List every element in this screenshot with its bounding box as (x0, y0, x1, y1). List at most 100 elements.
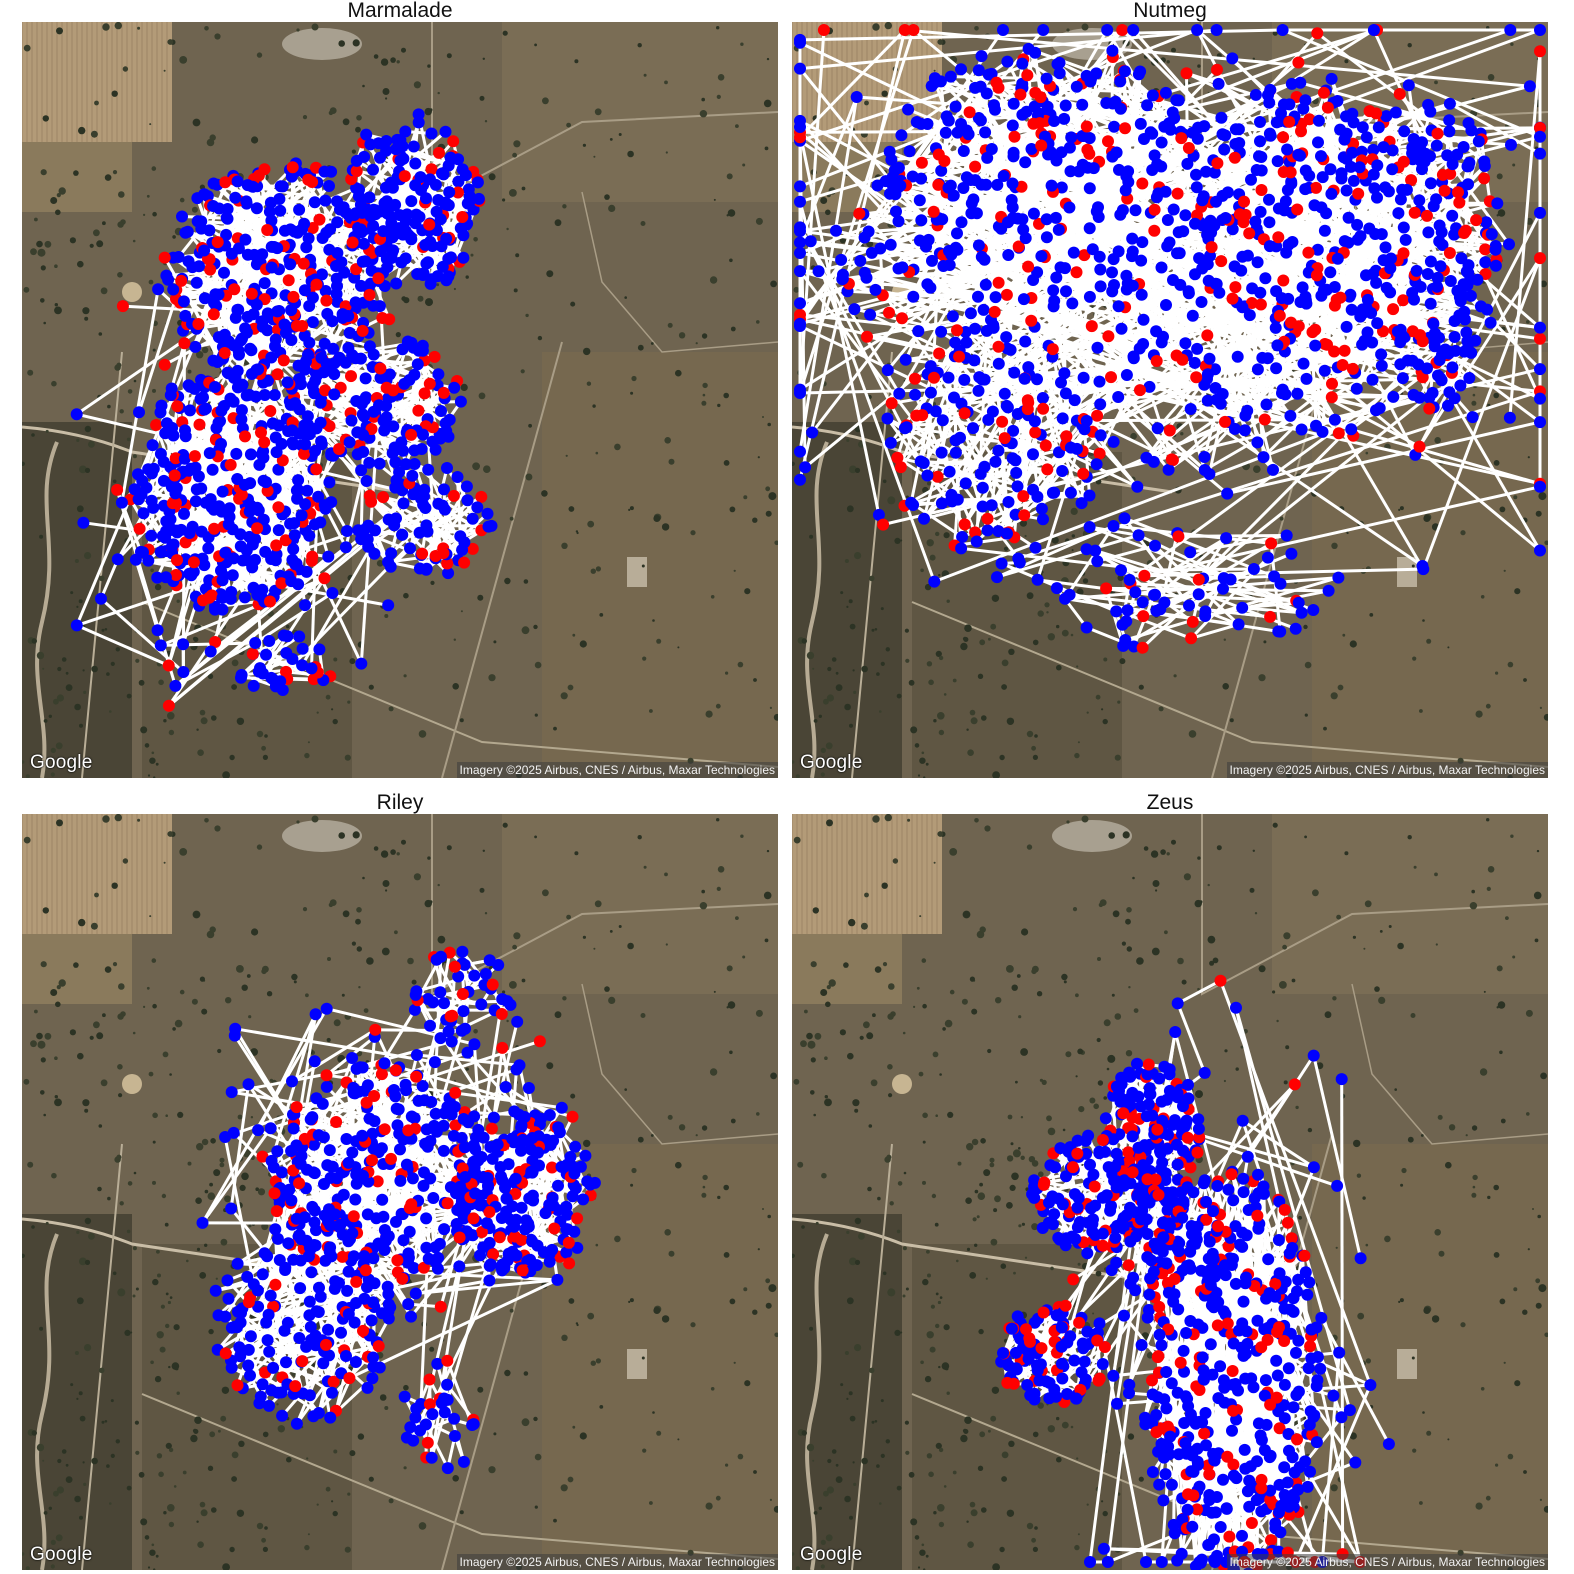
end-fix-point (1110, 146, 1123, 159)
start-fix-point (1105, 371, 1117, 384)
start-fix-point (377, 491, 390, 504)
start-fix-point (1165, 453, 1178, 466)
start-fix-point (1102, 135, 1114, 148)
end-fix-point (1226, 52, 1239, 65)
track-segment (1063, 525, 1115, 600)
end-fix-point (1232, 123, 1245, 136)
map-panel-marmalade[interactable]: Google Imagery ©2025 Airbus, CNES / Airb… (22, 22, 778, 778)
end-fix-point (1355, 145, 1368, 158)
track-segment (167, 518, 390, 707)
end-fix-point (1328, 413, 1341, 426)
end-fix-point (1083, 222, 1096, 235)
end-fix-point (969, 81, 982, 94)
end-fix-point (1366, 336, 1379, 349)
end-fix-point (132, 493, 145, 506)
end-fix-point (442, 567, 455, 580)
end-fix-point (385, 252, 398, 264)
end-fix-point (265, 553, 278, 565)
end-fix-point (1120, 269, 1133, 282)
end-fix-point (1136, 596, 1149, 609)
track-segment (76, 624, 170, 667)
start-fix-point (286, 161, 299, 174)
end-fix-point (1398, 125, 1411, 138)
end-fix-point (1133, 342, 1146, 355)
end-fix-point (245, 344, 258, 357)
map-panel-nutmeg[interactable]: Google Imagery ©2025 Airbus, CNES / Airb… (792, 22, 1548, 778)
start-fix-point (275, 577, 288, 590)
end-fix-point (197, 391, 209, 404)
start-fix-point (188, 450, 201, 463)
end-fix-point (1236, 601, 1249, 614)
start-fix-point (909, 372, 921, 385)
end-fix-point (1137, 313, 1150, 326)
start-fix-point (297, 257, 310, 270)
end-fix-point (1184, 403, 1197, 415)
end-fix-point (1291, 387, 1304, 400)
end-fix-point (298, 284, 311, 297)
end-fix-point (1055, 376, 1067, 389)
track-segment (115, 489, 177, 687)
end-fix-point (132, 468, 144, 481)
end-fix-point (997, 24, 1009, 36)
end-fix-point (794, 180, 806, 193)
end-fix-point (1491, 197, 1504, 210)
track-segment (116, 339, 243, 561)
end-fix-point (1141, 99, 1154, 112)
end-fix-point (1146, 89, 1159, 102)
start-fix-point (363, 288, 376, 301)
end-fix-point (288, 529, 301, 542)
track-segment (356, 386, 456, 456)
end-fix-point (1131, 480, 1144, 493)
end-fix-point (1280, 246, 1293, 259)
end-fix-point (1091, 555, 1104, 568)
end-fix-point (1112, 245, 1125, 258)
end-fix-point (1166, 106, 1179, 119)
end-fix-point (1118, 65, 1131, 78)
start-fix-point (1458, 227, 1471, 239)
end-fix-point (1053, 67, 1066, 80)
end-fix-point (1110, 605, 1123, 618)
end-fix-point (894, 179, 907, 192)
start-fix-point (1479, 243, 1492, 256)
start-fix-point (1185, 632, 1198, 645)
end-fix-point (1037, 513, 1049, 526)
end-fix-point (412, 108, 425, 121)
end-fix-point (1454, 379, 1467, 392)
end-fix-point (935, 497, 948, 510)
end-fix-point (893, 387, 906, 400)
end-fix-point (858, 266, 871, 279)
end-fix-point (369, 204, 382, 217)
end-fix-point (1279, 388, 1292, 401)
end-fix-point (312, 490, 325, 503)
end-fix-point (432, 368, 445, 381)
end-fix-point (1489, 243, 1502, 256)
end-fix-point (128, 483, 141, 496)
end-fix-point (319, 194, 332, 207)
end-fix-point (462, 183, 475, 196)
end-fix-point (1424, 177, 1437, 190)
end-fix-point (95, 592, 107, 605)
track-segment (99, 558, 120, 600)
end-fix-point (1087, 162, 1100, 175)
end-fix-point (1213, 286, 1226, 299)
end-fix-point (1154, 603, 1167, 616)
end-fix-point (1201, 394, 1214, 407)
end-fix-point (940, 110, 953, 123)
end-fix-point (942, 371, 955, 384)
map-panel-riley[interactable]: Google Imagery ©2025 Airbus, CNES / Airb… (22, 814, 778, 1570)
end-fix-point (955, 63, 967, 76)
track-segment (1064, 576, 1339, 601)
end-fix-point (914, 455, 927, 468)
track-segment (1256, 368, 1292, 417)
start-fix-point (318, 572, 331, 585)
start-fix-point (1534, 332, 1546, 345)
end-fix-point (1135, 254, 1148, 267)
start-fix-point (1272, 231, 1285, 244)
end-fix-point (292, 474, 305, 487)
end-fix-point (377, 225, 390, 238)
end-fix-point (250, 258, 263, 271)
end-fix-point (349, 296, 362, 309)
end-fix-point (1310, 419, 1322, 432)
end-fix-point (1443, 97, 1456, 110)
end-fix-point (203, 447, 216, 460)
